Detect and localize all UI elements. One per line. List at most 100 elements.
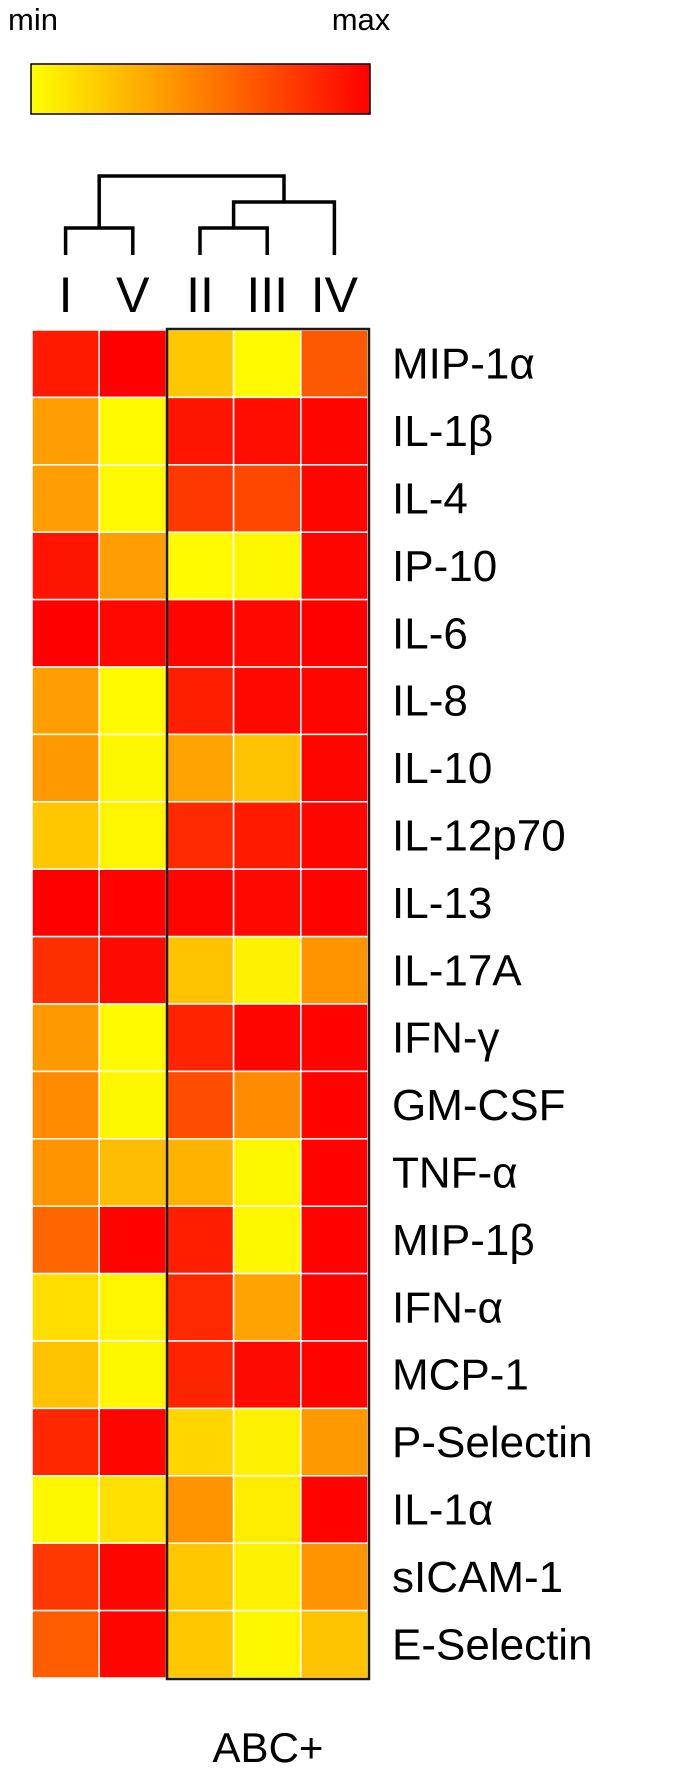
heatmap-cell-il-1-iii (232, 1475, 302, 1544)
heatmap-cell-il-10-i (31, 733, 100, 803)
heatmap-cell-p-selectin-v (98, 1407, 168, 1477)
row-label-il-13: IL-13 (392, 879, 492, 928)
heatmap-cell-il-6-ii (165, 598, 235, 668)
column-label-iv: IV (311, 267, 359, 323)
column-label-ii: II (186, 267, 214, 323)
heatmap-cell-tnf-i (31, 1138, 100, 1207)
heatmap-cell-mip-1-iv (300, 1205, 369, 1275)
heatmap-cell-ifn-ii (165, 1272, 235, 1342)
heatmap-cell-il-12p70-ii (165, 801, 235, 870)
heatmap-cell-gm-csf-iii (232, 1070, 302, 1140)
heatmap-cell-sicam-1-iv (300, 1542, 369, 1612)
heatmap-cell-p-selectin-ii (165, 1407, 235, 1477)
heatmap-cell-mcp-1-i (31, 1340, 100, 1410)
heatmap-cell-ifn-v (98, 1003, 168, 1073)
heatmap-cell-p-selectin-iii (232, 1407, 302, 1477)
row-label-il-17a: IL-17A (392, 946, 522, 995)
heatmap-cell-e-selectin-iv (300, 1609, 369, 1679)
dendrogram-branch (198, 226, 269, 255)
heatmap-cell-il-17a-v (98, 935, 168, 1005)
heatmap-cell-ifn-v (98, 1272, 168, 1342)
heatmap-cell-il-1-iv (300, 396, 369, 466)
dendrogram-branch (97, 174, 286, 228)
heatmap-cell-il-12p70-iv (300, 801, 369, 870)
heatmap-cell-mcp-1-iii (232, 1340, 302, 1410)
column-label-i: I (59, 267, 73, 323)
heatmap-cell-mip-1-iii (232, 1205, 302, 1275)
heatmap-cell-il-1-i (31, 1475, 100, 1544)
heatmap-cell-sicam-1-iii (232, 1542, 302, 1612)
row-label-il-1: IL-1α (392, 1486, 493, 1535)
row-label-sicam-1: sICAM-1 (392, 1553, 563, 1602)
heatmap-cell-mcp-1-v (98, 1340, 168, 1410)
heatmap-cell-mip-1-i (31, 1205, 100, 1275)
heatmap-cell-il-10-iv (300, 733, 369, 803)
heatmap-cell-mip-1-v (98, 1205, 168, 1275)
colorbar-min-label: min (8, 2, 58, 37)
heatmap-cell-ifn-iii (232, 1003, 302, 1073)
heatmap-cell-e-selectin-ii (165, 1609, 235, 1679)
heatmap-cell-gm-csf-ii (165, 1070, 235, 1140)
heatmap-cell-il-10-iii (232, 733, 302, 803)
heatmap-cell-ifn-i (31, 1272, 100, 1342)
heatmap-cell-il-1-v (98, 1475, 168, 1544)
heatmap-cell-ifn-ii (165, 1003, 235, 1073)
heatmap-cell-e-selectin-i (31, 1609, 100, 1679)
heatmap-cell-il-17a-iv (300, 935, 369, 1005)
heatmap-cell-il-10-v (98, 733, 168, 803)
heatmap-cell-il-1-v (98, 396, 168, 466)
heatmap-cell-ip-10-iv (300, 531, 369, 601)
row-label-tnf: TNF-α (392, 1149, 518, 1198)
heatmap-cell-il-13-iii (232, 868, 302, 938)
heatmap-cell-il-8-iv (300, 666, 369, 736)
heatmap-cell-ifn-iv (300, 1272, 369, 1342)
colorbar-max-label: max (332, 2, 391, 37)
row-label-ifn: IFN-α (392, 1283, 503, 1332)
heatmap-cell-mip-1-i (31, 329, 100, 399)
heatmap-cell-ip-10-i (31, 531, 100, 601)
heatmap-cell-il-13-i (31, 868, 100, 938)
column-labels: I V II III IV (59, 267, 359, 323)
heatmap-cell-il-4-v (98, 464, 168, 533)
heatmap-cell-il-1-iv (300, 1475, 369, 1544)
heatmap-cell-e-selectin-v (98, 1609, 168, 1679)
row-label-e-selectin: E-Selectin (392, 1620, 593, 1669)
heatmap-cell-ifn-iii (232, 1272, 302, 1342)
heatmap-cell-ifn-i (31, 1003, 100, 1073)
row-label-il-1: IL-1β (392, 407, 493, 456)
heatmap-cells (31, 329, 369, 1679)
heatmap-cell-mip-1-iv (300, 329, 369, 399)
heatmap-cell-il-8-i (31, 666, 100, 736)
heatmap-cell-il-6-iii (232, 598, 302, 668)
heatmap-cell-il-13-ii (165, 868, 235, 938)
heatmap-cell-tnf-iv (300, 1138, 369, 1207)
heatmap-cell-il-1-ii (165, 1475, 235, 1544)
row-label-il-8: IL-8 (392, 677, 468, 726)
row-label-il-12p70: IL-12p70 (392, 812, 566, 861)
heatmap-cell-sicam-1-v (98, 1542, 168, 1612)
heatmap-cell-mcp-1-ii (165, 1340, 235, 1410)
dendrogram-branch (63, 226, 135, 255)
heatmap-cell-il-6-i (31, 598, 100, 668)
colorbar: min max (8, 2, 391, 115)
heatmap-cell-il-17a-iii (232, 935, 302, 1005)
heatmap-cell-mip-1-v (98, 329, 168, 399)
heatmap-cell-il-17a-i (31, 935, 100, 1005)
heatmap-cell-tnf-v (98, 1138, 168, 1207)
heatmap-cell-il-4-i (31, 464, 100, 533)
heatmap-cell-sicam-1-i (31, 1542, 100, 1612)
heatmap-cell-il-6-iv (300, 598, 369, 668)
heatmap-cell-il-4-ii (165, 464, 235, 533)
heatmap-cell-il-10-ii (165, 733, 235, 803)
heatmap-cell-sicam-1-ii (165, 1542, 235, 1612)
heatmap-cell-il-12p70-v (98, 801, 168, 870)
heatmap-cell-il-13-v (98, 868, 168, 938)
heatmap-cell-tnf-ii (165, 1138, 235, 1207)
heatmap-cell-tnf-iii (232, 1138, 302, 1207)
heatmap-cell-il-1-iii (232, 396, 302, 466)
heatmap-cell-ip-10-ii (165, 531, 235, 601)
heatmap-cell-mcp-1-iv (300, 1340, 369, 1410)
column-label-iii: III (246, 267, 288, 323)
heatmap-cell-il-8-ii (165, 666, 235, 736)
